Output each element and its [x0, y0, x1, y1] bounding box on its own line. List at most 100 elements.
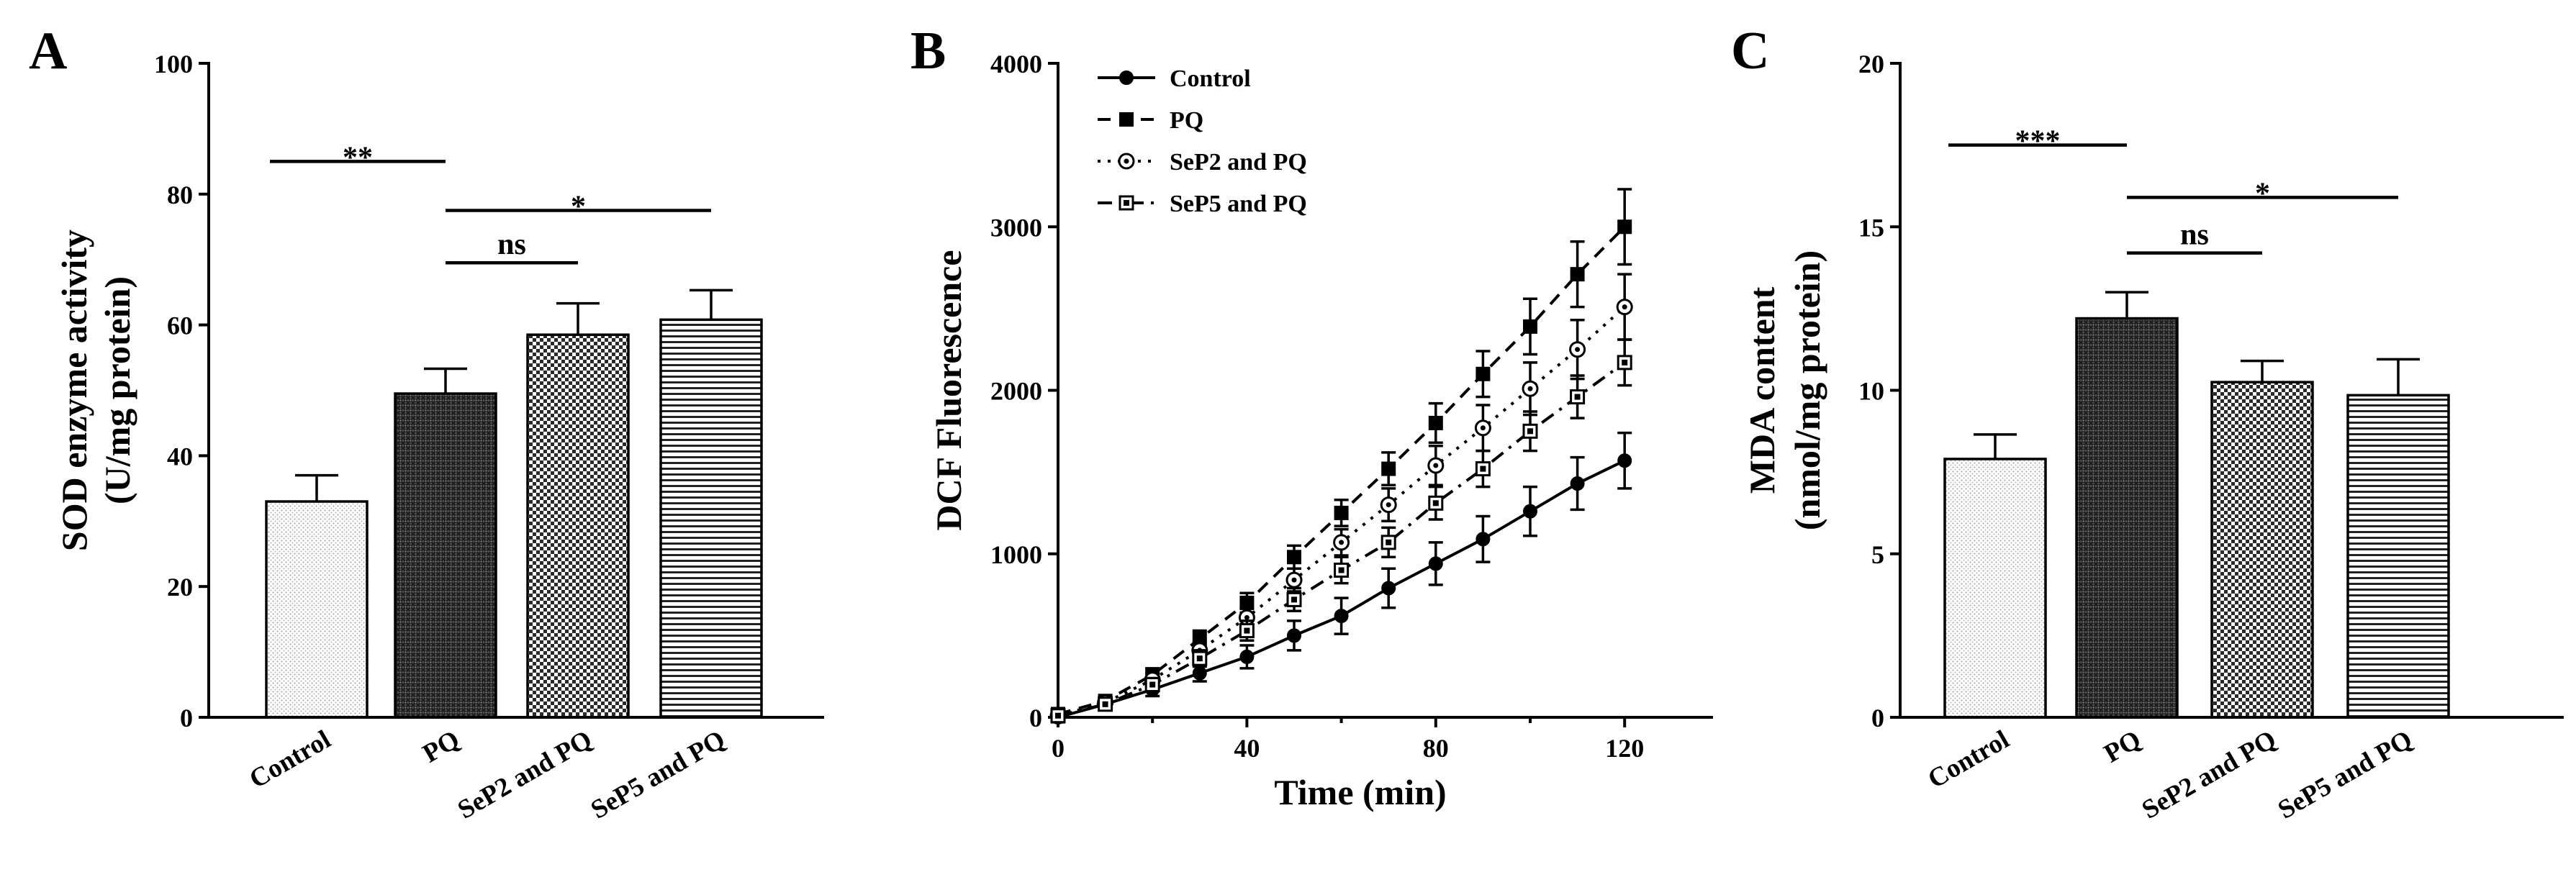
data-point	[1286, 591, 1302, 607]
x-axis-title: Time (min)	[1274, 772, 1446, 812]
bar	[265, 500, 369, 719]
y-axis-title: DCF Fluorescence	[928, 250, 969, 530]
data-point	[1522, 380, 1539, 397]
y-tick-label: 3000	[990, 213, 1042, 242]
marker-center	[1291, 577, 1297, 583]
panel-letter: C	[1731, 22, 1769, 81]
y-tick-label: 2000	[990, 377, 1042, 406]
marker-center	[1527, 428, 1533, 435]
marker-center	[1574, 394, 1581, 400]
marker-center	[1386, 502, 1391, 508]
data-point	[1428, 556, 1443, 571]
bar	[2210, 381, 2314, 719]
significance-label: ***	[2015, 125, 2061, 158]
marker-center	[1339, 540, 1345, 545]
data-point	[1192, 650, 1208, 666]
data-point	[1475, 366, 1491, 381]
panel-letter: A	[29, 22, 67, 81]
marker-center	[1622, 304, 1627, 310]
panel-a: A SOD enzyme activity (U/mg protein) Contro…	[29, 22, 824, 825]
data-point	[1475, 461, 1491, 477]
series-sep2-and-pq	[1049, 273, 1633, 725]
bar	[2075, 317, 2179, 719]
data-point	[1285, 571, 1303, 589]
data-point	[1192, 666, 1207, 681]
y-axis-subtitle: (U/mg protein)	[97, 276, 137, 504]
marker-center	[1433, 463, 1439, 468]
data-point	[1523, 319, 1537, 334]
legend-label: Control	[1170, 65, 1251, 92]
data-point	[1523, 504, 1537, 519]
data-point	[1098, 696, 1113, 712]
data-point	[1570, 267, 1585, 282]
data-point	[1381, 581, 1396, 596]
x-tick-label: 0	[1052, 734, 1065, 763]
bar	[394, 392, 497, 719]
bar	[2346, 394, 2450, 719]
data-point	[1334, 562, 1350, 578]
data-point	[1380, 535, 1396, 550]
marker-center	[1291, 596, 1297, 603]
legend-label: SeP2 and PQ	[1170, 149, 1307, 176]
marker-center	[1338, 567, 1345, 573]
data-point	[1617, 453, 1632, 468]
data-point	[1239, 649, 1255, 664]
data-point	[1118, 153, 1135, 170]
y-tick-label: 60	[167, 312, 193, 340]
significance-label: ns	[2180, 219, 2209, 252]
y-tick-label: 4000	[990, 50, 1042, 78]
category-label: Control	[245, 725, 336, 794]
significance-label: *	[571, 191, 586, 224]
x-tick-label: 40	[1234, 734, 1260, 763]
marker-center	[1196, 655, 1203, 662]
data-point	[1569, 341, 1586, 358]
marker-center	[1527, 386, 1533, 391]
marker-center	[1102, 701, 1108, 707]
legend-label: SeP5 and PQ	[1170, 191, 1307, 217]
category-label: SeP5 and PQ	[2273, 725, 2417, 825]
marker-center	[1432, 500, 1439, 507]
y-tick-label: 0	[1871, 704, 1884, 732]
y-tick-label: 0	[180, 704, 193, 732]
category-label: SeP5 and PQ	[586, 725, 730, 825]
marker-center	[1124, 158, 1129, 164]
y-tick-label: 15	[1858, 213, 1884, 242]
data-point	[1119, 112, 1134, 127]
data-point	[1118, 195, 1134, 211]
significance-label: *	[2255, 177, 2270, 210]
marker-center	[1480, 465, 1486, 472]
data-point	[1334, 609, 1349, 624]
data-point	[1239, 623, 1255, 639]
data-point	[1617, 355, 1632, 371]
significance-label: **	[343, 141, 373, 174]
y-tick-label: 20	[167, 573, 193, 601]
x-tick-label: 80	[1423, 734, 1449, 763]
legend: Control PQ SeP2 and PQ SeP5 and PQ	[1098, 65, 1307, 217]
panel-b: B DCF Fluorescence Time (min) 0 1000 2000 3000…	[910, 22, 1713, 812]
y-tick-label: 20	[1858, 50, 1884, 78]
data-point	[1428, 415, 1443, 430]
data-point	[1380, 496, 1397, 514]
data-point	[1381, 461, 1396, 476]
series-pq	[1051, 188, 1632, 722]
panel-letter: B	[910, 22, 946, 81]
y-tick-label: 80	[167, 181, 193, 209]
data-point	[1119, 71, 1134, 85]
x-tick-label: 120	[1605, 734, 1644, 763]
bar	[526, 333, 630, 719]
marker-center	[1055, 712, 1061, 719]
category-label: SeP2 and PQ	[453, 725, 597, 825]
y-tick-label: 10	[1858, 377, 1884, 406]
data-point	[1617, 219, 1632, 235]
data-point	[1334, 505, 1349, 520]
data-point	[1144, 677, 1160, 693]
category-label: Control	[1923, 725, 2015, 794]
marker-center	[1480, 425, 1486, 431]
category-label: SeP2 and PQ	[2137, 725, 2281, 825]
marker-center	[1244, 614, 1249, 620]
y-tick-label: 40	[167, 442, 193, 471]
data-point	[1570, 476, 1585, 491]
data-point	[1475, 532, 1491, 547]
